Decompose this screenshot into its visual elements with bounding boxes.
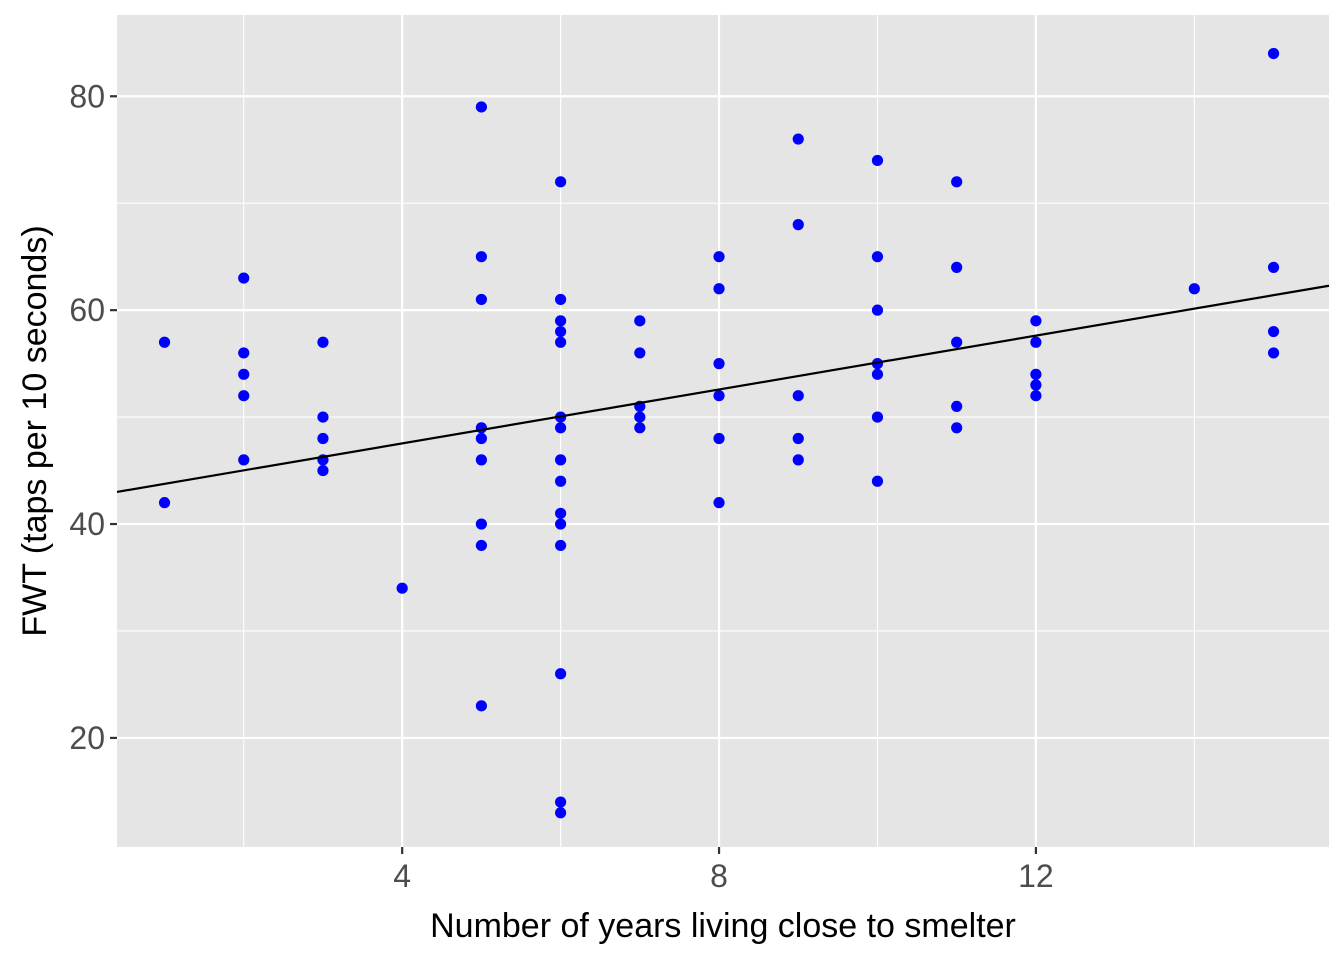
data-point (951, 422, 963, 434)
data-point (871, 251, 884, 263)
data-point (317, 464, 329, 477)
data-point (1030, 379, 1042, 391)
data-point (1267, 261, 1280, 273)
data-point (871, 368, 884, 380)
data-point (317, 336, 329, 348)
data-point (1030, 315, 1042, 327)
data-point (555, 325, 567, 338)
data-point (634, 315, 646, 327)
data-point (634, 411, 646, 423)
data-point (1030, 336, 1042, 348)
x-tick-label: 8 (710, 858, 728, 894)
data-point (1030, 390, 1042, 402)
data-point (158, 336, 171, 348)
data-point (871, 475, 884, 487)
data-point (555, 475, 567, 487)
data-point (555, 422, 567, 434)
data-point (475, 101, 487, 113)
data-point (317, 411, 329, 423)
data-point (713, 432, 725, 445)
data-point (555, 796, 567, 808)
data-point (238, 390, 250, 402)
data-point (713, 497, 725, 509)
data-point (792, 454, 804, 466)
y-axis: 20 40 60 80 (69, 78, 117, 756)
data-point (713, 251, 725, 263)
data-point (1267, 347, 1280, 359)
data-point (951, 336, 963, 348)
plot-panel (117, 15, 1329, 847)
data-point (951, 400, 963, 413)
data-point (713, 390, 725, 402)
x-tick-label: 4 (393, 858, 411, 894)
data-point (555, 336, 567, 348)
data-point (871, 154, 884, 167)
data-point (555, 668, 567, 680)
data-point (555, 539, 567, 552)
y-tick-label: 20 (69, 720, 105, 756)
data-points (158, 47, 1280, 819)
data-point (792, 133, 804, 145)
y-tick-label: 60 (69, 292, 105, 328)
data-point (1267, 325, 1280, 338)
x-axis-title: Number of years living close to smelter (430, 907, 1016, 945)
data-point (555, 518, 567, 530)
data-point (871, 411, 884, 423)
fit-line-layer (116, 284, 1330, 493)
y-axis-title: FWT (taps per 10 seconds) (16, 225, 54, 636)
data-point (317, 432, 329, 445)
data-point (1267, 47, 1280, 60)
data-point (555, 807, 567, 819)
data-point (238, 272, 250, 284)
data-point (238, 368, 250, 380)
data-point (158, 497, 171, 509)
x-axis: 4 8 12 (393, 847, 1054, 894)
data-point (475, 251, 487, 263)
data-point (792, 432, 804, 445)
data-point (792, 219, 804, 231)
data-point (475, 700, 487, 712)
data-point (475, 432, 487, 445)
data-point (555, 176, 567, 188)
data-point (555, 293, 567, 306)
data-point (713, 358, 725, 370)
data-point (634, 422, 646, 434)
data-point (555, 454, 567, 466)
data-point (238, 454, 250, 466)
data-point (951, 261, 963, 273)
y-tick-label: 80 (69, 78, 105, 114)
data-point (951, 176, 963, 188)
data-point (475, 539, 487, 552)
data-point (713, 283, 725, 295)
data-point (871, 304, 884, 316)
x-tick-label: 12 (1018, 858, 1054, 894)
data-point (396, 582, 408, 594)
y-tick-label: 40 (69, 506, 105, 542)
data-point (475, 454, 487, 466)
data-point (634, 347, 646, 359)
fit-line (116, 284, 1330, 493)
data-point (1188, 283, 1200, 295)
data-point (792, 390, 804, 402)
major-gridlines (117, 15, 1329, 847)
data-point (555, 315, 567, 327)
data-point (1030, 368, 1042, 380)
data-point (475, 518, 487, 530)
data-point (475, 293, 487, 306)
data-point (238, 347, 250, 359)
data-point (555, 507, 567, 519)
